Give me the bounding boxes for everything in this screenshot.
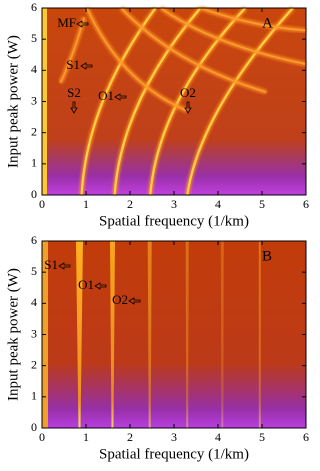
- ridge: [160, 7, 307, 65]
- x-tick-label: 1: [83, 430, 89, 444]
- annotation: MF: [57, 15, 76, 30]
- annotation: O1: [98, 88, 114, 103]
- ridge: [59, 17, 85, 84]
- y-tick-label: 2: [31, 124, 37, 138]
- y-tick-label: 3: [31, 93, 37, 107]
- x-tick-label: 1: [83, 197, 89, 211]
- annotation: S2: [67, 85, 81, 100]
- arrow: [94, 282, 107, 290]
- ridge: [186, 7, 294, 196]
- x-tick-label: 2: [127, 197, 133, 211]
- x-tick-label: 6: [303, 430, 309, 444]
- y-tick-label: 6: [31, 0, 37, 14]
- arrow: [128, 297, 141, 305]
- ridge: [220, 241, 224, 428]
- y-tick-label: 1: [31, 389, 37, 403]
- y-tick-label: 4: [31, 62, 37, 76]
- annotation: S1: [44, 257, 58, 272]
- arrow: [80, 62, 93, 70]
- ridge: [75, 241, 83, 428]
- y-tick-label: 6: [31, 233, 37, 247]
- ridge: [120, 7, 267, 93]
- panel-label: A: [262, 15, 273, 31]
- y-tick-label: 5: [31, 264, 37, 278]
- figure: 0 1 2 3 4 5 6 0 1 2 3 4 5 6 Spatial frequency (1/km) In…: [5, 0, 309, 463]
- ridge: [86, 7, 188, 112]
- y-tick-label: 1: [31, 156, 37, 170]
- x-axis-label: Spatial frequency (1/km): [99, 213, 249, 229]
- y-tick-label: 5: [31, 31, 37, 45]
- arrow: [184, 101, 192, 114]
- panel: 0 1 2 3 4 5 6 0 1 2 3 4 5 6 Spatial frequency (1/km) In…: [5, 233, 309, 463]
- ridge: [113, 7, 202, 196]
- panel-label: B: [262, 248, 272, 264]
- x-tick-label: 3: [171, 197, 177, 211]
- y-tick-label: 0: [31, 187, 37, 201]
- y-tick-label: 3: [31, 326, 37, 340]
- heatmap-image: [42, 241, 306, 428]
- x-tick-label: 4: [215, 430, 221, 444]
- y-axis-label: Input peak power (W): [5, 35, 21, 168]
- ridge: [185, 241, 189, 428]
- ridge: [149, 7, 247, 196]
- ridge: [147, 241, 152, 428]
- y-axis-label: Input peak power (W): [5, 268, 21, 401]
- annotation: O1: [78, 277, 94, 292]
- arrow: [76, 20, 89, 28]
- x-tick-label: 5: [259, 197, 265, 211]
- ridge: [200, 7, 307, 32]
- x-tick-label: 2: [127, 430, 133, 444]
- annotation: O2: [112, 292, 128, 307]
- ridge: [258, 241, 261, 428]
- arrow: [58, 262, 71, 270]
- annotation: O2: [180, 85, 196, 100]
- x-tick-label: 4: [215, 197, 221, 211]
- arrow: [114, 93, 127, 101]
- x-tick-label: 0: [39, 197, 45, 211]
- ridge: [109, 241, 115, 428]
- x-tick-label: 3: [171, 430, 177, 444]
- y-tick-label: 4: [31, 295, 37, 309]
- annotation: S1: [66, 57, 80, 72]
- x-tick-label: 5: [259, 430, 265, 444]
- y-tick-label: 2: [31, 357, 37, 371]
- ridge: [80, 7, 157, 196]
- panel: 0 1 2 3 4 5 6 0 1 2 3 4 5 6 Spatial frequency (1/km) In…: [5, 0, 309, 229]
- x-axis-label: Spatial frequency (1/km): [99, 446, 249, 462]
- y-tick-label: 0: [31, 420, 37, 434]
- x-tick-label: 6: [303, 197, 309, 211]
- arrow: [70, 101, 78, 114]
- x-tick-label: 0: [39, 430, 45, 444]
